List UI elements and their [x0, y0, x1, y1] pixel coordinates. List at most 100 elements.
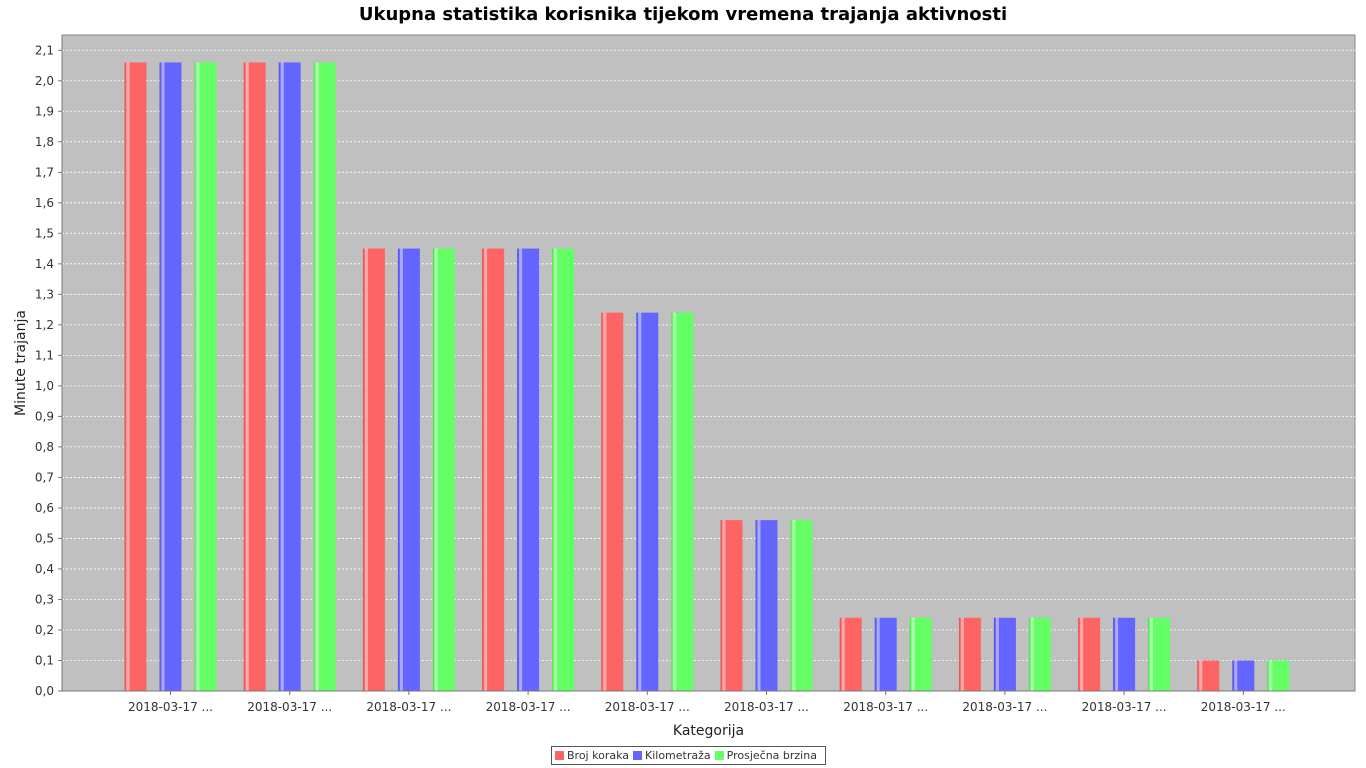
bar: [874, 617, 897, 691]
bar-body: [482, 248, 505, 691]
bar: [909, 617, 932, 691]
chart-title: Ukupna statistika korisnika tijekom vrem…: [358, 4, 1008, 25]
bar-body: [159, 62, 182, 692]
bar: [671, 312, 694, 691]
bar-highlight: [519, 248, 523, 691]
x-axis-title: Kategorija: [673, 723, 744, 739]
bar-highlight: [1269, 660, 1273, 691]
bar-highlight: [638, 312, 642, 691]
bar: [397, 248, 420, 691]
bar-highlight: [876, 617, 880, 691]
x-tick-label: 2018-03-17 ...: [843, 700, 928, 714]
bar-edge: [1148, 617, 1150, 691]
bar-edge: [159, 62, 161, 692]
legend-label: Prosječna brzina: [726, 749, 817, 762]
x-tick-label: 2018-03-17 ...: [1201, 700, 1286, 714]
x-tick-label: 2018-03-17 ...: [128, 700, 213, 714]
bar: [313, 62, 336, 692]
legend-label: Broj koraka: [567, 749, 629, 762]
bar-body: [278, 62, 301, 692]
bar: [993, 617, 1016, 691]
bar-body: [517, 248, 540, 691]
bar-body: [755, 520, 778, 691]
bar-body: [874, 617, 897, 691]
bar-body: [790, 520, 813, 691]
bar-highlight: [1199, 660, 1203, 691]
y-tick-label: 0,0: [35, 684, 54, 698]
bar-edge: [1113, 617, 1115, 691]
bar: [755, 520, 778, 691]
bar-body: [1028, 617, 1051, 691]
bar-body: [1113, 617, 1136, 691]
y-axis-title: Minute trajanja: [13, 310, 29, 416]
y-tick-label: 1,3: [35, 287, 54, 301]
y-tick-label: 1,0: [35, 379, 54, 393]
bar: [1078, 617, 1101, 691]
x-tick-label: 2018-03-17 ...: [486, 700, 571, 714]
legend-swatch: [714, 751, 724, 760]
plot-area: [61, 34, 1356, 692]
bar-edge: [243, 62, 245, 692]
bar: [1028, 617, 1051, 691]
bar-edge: [874, 617, 876, 691]
bar-edge: [362, 248, 364, 691]
bar-body: [839, 617, 862, 691]
bar-edge: [909, 617, 911, 691]
bar-body: [993, 617, 1016, 691]
bar-edge: [601, 312, 603, 691]
y-tick-label: 0,9: [35, 409, 54, 423]
bar-body: [552, 248, 575, 691]
legend-item: Kilometraža: [633, 749, 711, 762]
bar-body: [1197, 660, 1220, 691]
bar: [958, 617, 981, 691]
bar-highlight: [911, 617, 915, 691]
bar-body: [1267, 660, 1290, 691]
legend: Broj koraka Kilometraža Prosječna brzina: [551, 746, 826, 765]
bar: [1232, 660, 1255, 691]
y-tick-label: 1,8: [35, 135, 54, 149]
bar-edge: [278, 62, 280, 692]
bar-body: [671, 312, 694, 691]
bar-highlight: [1030, 617, 1034, 691]
y-tick-label: 0,3: [35, 592, 54, 606]
y-tick-label: 2,1: [35, 43, 54, 57]
bar: [278, 62, 301, 692]
bar-body: [636, 312, 659, 691]
bar: [1197, 660, 1220, 691]
bar: [1148, 617, 1171, 691]
bar-edge: [1078, 617, 1080, 691]
bar-highlight: [1115, 617, 1119, 691]
bar-edge: [1232, 660, 1234, 691]
bar-edge: [839, 617, 841, 691]
bar-highlight: [554, 248, 558, 691]
legend-swatch: [555, 751, 564, 760]
y-tick-label: 0,2: [35, 623, 54, 637]
bar-edge: [790, 520, 792, 691]
y-tick-label: 1,6: [35, 196, 54, 210]
bar-highlight: [603, 312, 607, 691]
y-tick-label: 0,6: [35, 501, 54, 515]
legend-item: Broj koraka: [555, 749, 629, 762]
bar: [1267, 660, 1290, 691]
bar-highlight: [364, 248, 368, 691]
bar: [243, 62, 266, 692]
bar-body: [1232, 660, 1255, 691]
bar-body: [362, 248, 385, 691]
x-tick-label: 2018-03-17 ...: [605, 700, 690, 714]
y-tick-label: 0,8: [35, 440, 54, 454]
bar-highlight: [1080, 617, 1084, 691]
bar: [482, 248, 505, 691]
bar: [362, 248, 385, 691]
bar-edge: [432, 248, 434, 691]
bar-edge: [1197, 660, 1199, 691]
y-tick-label: 0,7: [35, 470, 54, 484]
bar-highlight: [161, 62, 165, 692]
bar-body: [720, 520, 743, 691]
bar-body: [397, 248, 420, 691]
bar-highlight: [960, 617, 964, 691]
y-tick-label: 0,4: [35, 562, 54, 576]
bar-body: [194, 62, 217, 692]
bar-edge: [313, 62, 315, 692]
bar: [790, 520, 813, 691]
x-tick-label: 2018-03-17 ...: [366, 700, 451, 714]
